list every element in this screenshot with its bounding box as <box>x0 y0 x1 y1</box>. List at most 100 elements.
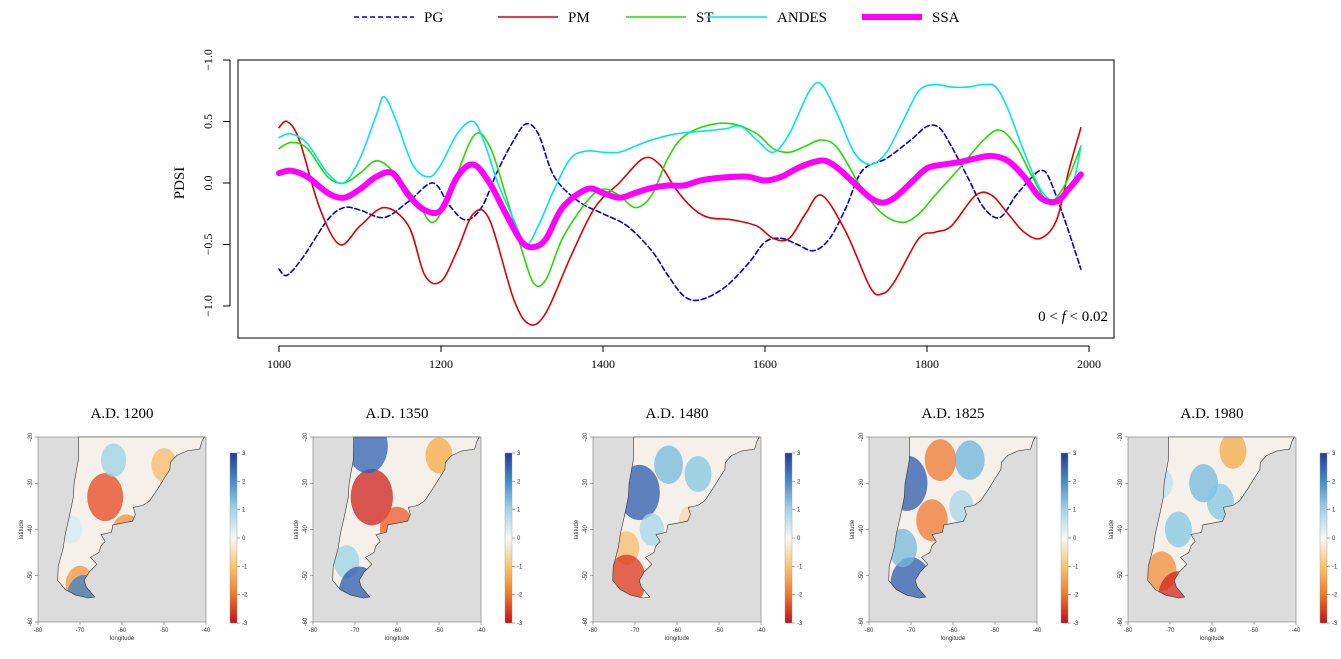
time-series-plot: 0.5 0.0 −0.5 −1.0 −1.0 1000 1200 1400 1600 1800 2… <box>172 49 1115 371</box>
land-field <box>612 437 760 598</box>
colorbar-tick-label: -1 <box>1073 564 1079 570</box>
map-x-tick-label: -40 <box>1033 628 1042 634</box>
series-line-st <box>278 122 1082 288</box>
colorbar-tick-label: -2 <box>242 593 248 599</box>
colorbar-tick-label: 1 <box>242 508 246 514</box>
colorbar <box>229 452 238 624</box>
map-y-tick-label: -50 <box>583 571 589 580</box>
anomaly-blob <box>924 439 957 482</box>
anomaly-blob <box>916 499 948 542</box>
map-x-tick-label: -80 <box>34 628 43 634</box>
map-x-tick-label: -40 <box>1292 628 1301 634</box>
series-line-andes <box>278 81 1082 246</box>
legend-label-pm: PM <box>568 10 590 26</box>
annotation-post: < 0.02 <box>1066 309 1108 325</box>
map-title: A.D. 1200 <box>91 406 154 422</box>
colorbar-tick-label: 0 <box>517 536 521 542</box>
map-y-tick-label: -40 <box>303 525 309 534</box>
map-x-tick-label: -80 <box>309 628 318 634</box>
colorbar-tick-label: 2 <box>517 479 521 485</box>
map-x-tick-label: -70 <box>907 628 916 634</box>
series-layer <box>276 81 1084 326</box>
y-tick-label: 0.0 <box>201 176 215 191</box>
map-x-label: longitude <box>665 636 690 642</box>
colorbar-tick-label: 1 <box>797 508 801 514</box>
map-y-label: latitude <box>850 519 856 539</box>
colorbar-tick-label: 2 <box>242 479 246 485</box>
legend-label-ssa: SSA <box>932 10 960 26</box>
colorbar-tick-label: -1 <box>797 564 803 570</box>
map-y-tick-label: -40 <box>28 525 34 534</box>
map-y-tick-label: -30 <box>28 478 34 487</box>
map-y-tick-label: -50 <box>1118 571 1124 580</box>
colorbar-tick-label: -2 <box>797 593 803 599</box>
coastline <box>888 436 1036 599</box>
legend-item-ssa: SSA <box>862 10 960 26</box>
map-y-label: latitude <box>574 519 580 539</box>
anomaly-blob <box>654 445 683 484</box>
colorbar-tick-label: -3 <box>1073 621 1079 627</box>
map-y-tick-label: -30 <box>583 478 589 487</box>
colorbar-tick-label: -1 <box>517 564 523 570</box>
frequency-annotation: 0 < f < 0.02 <box>1038 309 1108 325</box>
map-panel-1825: A.D. 1825-80 -70 -60 -50 -40-20-30-40-50-60l… <box>850 406 1079 642</box>
legend-item-st: ST <box>626 10 714 26</box>
x-axis: 1000 1200 1400 1600 1800 2000 <box>267 345 1101 371</box>
map-y-tick-label: -50 <box>28 571 34 580</box>
colorbar-tick-label: 1 <box>1332 508 1336 514</box>
map-x-tick-label: -60 <box>673 628 682 634</box>
colorbar-tick-label: 2 <box>1332 479 1336 485</box>
coastline <box>1147 436 1295 599</box>
map-panel-1980: A.D. 1980-80 -70 -60 -50 -40-20-30-40-50-60l… <box>1109 406 1338 642</box>
map-x-tick-label: -60 <box>118 628 127 634</box>
y-tick-label-top: −1.0 <box>201 49 215 71</box>
map-x-tick-label: -40 <box>202 628 211 634</box>
map-y-tick-label: -20 <box>303 432 309 441</box>
map-y-tick-label: -20 <box>1118 432 1124 441</box>
map-x-tick-label: -50 <box>435 628 444 634</box>
legend-label-andes: ANDES <box>777 10 827 26</box>
coastline <box>332 436 480 599</box>
colorbar-tick-label: 0 <box>1332 536 1336 542</box>
y-tick-label: −0.5 <box>201 234 215 256</box>
anomaly-blob <box>1219 437 1247 469</box>
legend-label-pg: PG <box>424 10 443 26</box>
map-y-tick-label: -30 <box>1118 478 1124 487</box>
map-y-tick-label: -30 <box>859 478 865 487</box>
colorbar-tick-label: 3 <box>517 451 521 457</box>
colorbar-tick-label: 0 <box>1073 536 1077 542</box>
map-x-tick-label: -70 <box>76 628 85 634</box>
y-tick-label: 0.5 <box>201 114 215 129</box>
colorbar-tick-label: 2 <box>1073 479 1077 485</box>
map-x-tick-label: -70 <box>631 628 640 634</box>
map-x-tick-label: -50 <box>1250 628 1259 634</box>
map-x-label: longitude <box>385 636 410 642</box>
x-tick-label: 1200 <box>429 357 453 371</box>
map-x-label: longitude <box>941 636 966 642</box>
map-panel-1200: A.D. 1200-80 -70 -60 -50 -40-20-30-40-50-60l… <box>19 406 248 642</box>
map-x-tick-label: -50 <box>160 628 169 634</box>
map-y-tick-label: -40 <box>583 525 589 534</box>
map-x-label: longitude <box>110 636 135 642</box>
map-x-tick-label: -50 <box>715 628 724 634</box>
colorbar-tick-label: -1 <box>242 564 248 570</box>
map-y-tick-label: -20 <box>28 432 34 441</box>
x-tick-label: 1800 <box>915 357 939 371</box>
map-title: A.D. 1480 <box>646 406 709 422</box>
colorbar-tick-label: 0 <box>797 536 801 542</box>
anomaly-blob <box>684 456 712 492</box>
colorbar-tick-label: 3 <box>1332 451 1336 457</box>
anomaly-blob <box>350 468 393 526</box>
map-y-tick-label: -50 <box>303 571 309 580</box>
colorbar-tick-label: 3 <box>797 451 801 457</box>
colorbar <box>504 452 513 624</box>
anomaly-blob <box>1164 511 1192 548</box>
legend-item-andes: ANDES <box>707 10 827 26</box>
map-title: A.D. 1350 <box>366 406 429 422</box>
map-x-tick-label: -40 <box>477 628 486 634</box>
map-y-tick-label: -40 <box>859 525 865 534</box>
map-x-tick-label: -60 <box>949 628 958 634</box>
map-x-tick-label: -70 <box>1166 628 1175 634</box>
map-x-tick-label: -80 <box>1124 628 1133 634</box>
